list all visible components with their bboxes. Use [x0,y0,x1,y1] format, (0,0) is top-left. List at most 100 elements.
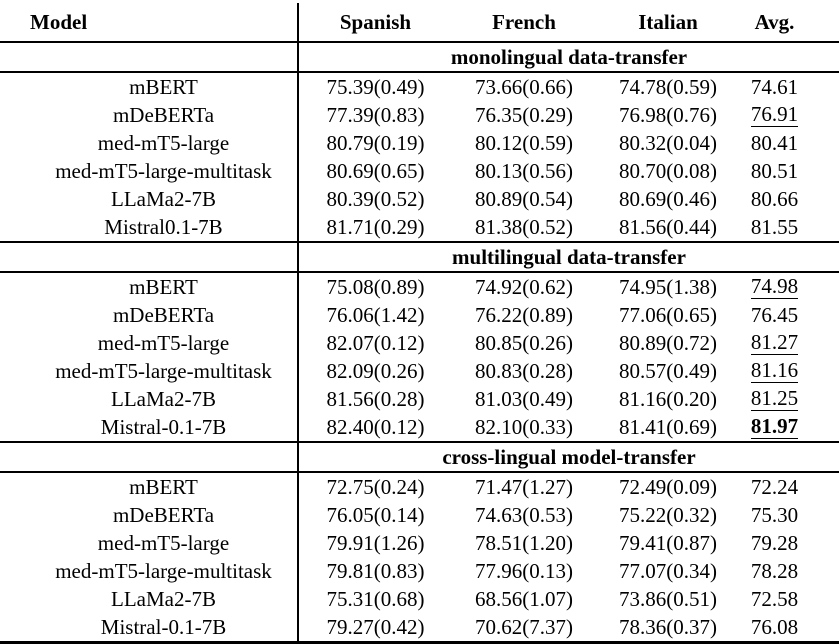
section-header-spacer [0,441,299,473]
spanish-cell: 80.39(0.52) [326,186,425,211]
avg-cell: 75.30 [740,501,839,529]
model-cell: LLaMa2-7B [0,185,299,213]
italian-cell: 80.70(0.08) [619,158,717,183]
french-cell: 70.62(7.37) [475,614,573,639]
spanish-cell: 75.08(0.89) [326,274,425,299]
spanish-cell: 81.71(0.29) [326,214,425,239]
french-cell: 76.22(0.89) [475,302,573,327]
italian-cell: 81.41(0.69) [619,414,717,439]
spanish-cell: 80.69(0.65) [326,158,425,183]
italian-cell: 81.16(0.20) [619,386,717,411]
model-cell: med-mT5-large-multitask [0,157,299,185]
avg-value: 79.28 [750,530,799,555]
spanish-cell: 80.79(0.19) [326,130,425,155]
table-row: mBERT 72.75(0.24) 71.47(1.27) 72.49(0.09) 72… [0,472,839,501]
french-cell: 80.89(0.54) [475,186,573,211]
results-table: Model Spanish French Italian Avg. monoli… [0,3,839,644]
header-row: Model Spanish French Italian Avg. [0,3,839,43]
avg-cell: 79.28 [740,529,839,557]
model-cell: LLaMa2-7B [0,585,299,613]
section-header-spacer [0,241,299,273]
french-cell: 73.66(0.66) [475,74,573,99]
avg-cell: 81.55 [740,213,839,242]
table-row: mBERT 75.39(0.49) 73.66(0.66) 74.78(0.59) 74… [0,72,839,101]
spanish-cell: 76.06(1.42) [326,302,425,327]
italian-cell: 77.06(0.65) [619,302,717,327]
column-header-model: Model [0,3,299,43]
table-row: LLaMa2-7B 81.56(0.28) 81.03(0.49) 81.16(0.2… [0,385,839,413]
table-row: med-mT5-large 79.91(1.26) 78.51(1.20) 79.41… [0,529,839,557]
section-header-row: cross-lingual model-transfer [0,441,839,473]
model-cell: Mistral0.1-7B [0,213,299,242]
avg-value: 81.55 [750,214,799,239]
table-row: med-mT5-large 82.07(0.12) 80.85(0.26) 80.89… [0,329,839,357]
italian-cell: 73.86(0.51) [619,586,717,611]
spanish-cell: 82.40(0.12) [326,414,425,439]
italian-cell: 76.98(0.76) [619,102,717,127]
avg-cell: 72.24 [740,472,839,501]
french-cell: 80.13(0.56) [475,158,573,183]
table-row: Mistral0.1-7B 81.71(0.29) 81.38(0.52) 81.56… [0,213,839,242]
avg-value: 74.61 [750,74,799,99]
french-cell: 81.03(0.49) [475,386,573,411]
spanish-cell: 79.91(1.26) [326,530,425,555]
spanish-cell: 77.39(0.83) [326,102,425,127]
italian-cell: 80.89(0.72) [619,330,717,355]
french-cell: 80.85(0.26) [475,330,573,355]
italian-cell: 74.78(0.59) [619,74,717,99]
model-cell: mBERT [0,272,299,301]
table-row: LLaMa2-7B 75.31(0.68) 68.56(1.07) 73.86(0.5… [0,585,839,613]
avg-value: 81.16 [750,357,799,383]
spanish-cell: 75.31(0.68) [326,586,425,611]
avg-value: 78.28 [750,558,799,583]
table-row: med-mT5-large-multitask 80.69(0.65) 80.13(… [0,157,839,185]
model-cell: med-mT5-large-multitask [0,557,299,585]
section-title: monolingual data-transfer [298,41,839,73]
section-header-row: monolingual data-transfer [0,41,839,73]
table-row: Mistral-0.1-7B 79.27(0.42) 70.62(7.37) 78.3… [0,613,839,643]
spanish-cell: 72.75(0.24) [326,474,425,499]
avg-value: 81.25 [750,385,799,411]
avg-cell: 76.91 [740,101,839,129]
avg-cell: 80.66 [740,185,839,213]
french-cell: 78.51(1.20) [475,530,573,555]
italian-cell: 79.41(0.87) [619,530,717,555]
section-header-spacer [0,41,299,73]
table-row: mDeBERTa 77.39(0.83) 76.35(0.29) 76.98(0.76… [0,101,839,129]
french-cell: 77.96(0.13) [475,558,573,583]
spanish-cell: 81.56(0.28) [326,386,425,411]
avg-value: 80.66 [750,186,799,211]
spanish-cell: 79.27(0.42) [326,614,425,639]
french-cell: 68.56(1.07) [475,586,573,611]
column-header-french: French [452,3,596,43]
section-title: cross-lingual model-transfer [298,441,839,473]
model-cell: Mistral-0.1-7B [0,613,299,643]
italian-cell: 78.36(0.37) [619,614,717,639]
italian-cell: 80.57(0.49) [619,358,717,383]
table-row: med-mT5-large 80.79(0.19) 80.12(0.59) 80.32… [0,129,839,157]
model-cell: LLaMa2-7B [0,385,299,413]
table-row: mBERT 75.08(0.89) 74.92(0.62) 74.95(1.38) 74… [0,272,839,301]
model-cell: med-mT5-large [0,529,299,557]
avg-value: 81.27 [750,329,799,355]
spanish-cell: 76.05(0.14) [326,502,425,527]
table-row: Mistral-0.1-7B 82.40(0.12) 82.10(0.33) 81.4… [0,413,839,442]
avg-value: 81.97 [750,413,799,439]
avg-cell: 81.25 [740,385,839,413]
table-row: mDeBERTa 76.05(0.14) 74.63(0.53) 75.22(0.32… [0,501,839,529]
column-header-spanish: Spanish [298,3,452,43]
french-cell: 74.63(0.53) [475,502,573,527]
avg-cell: 81.97 [740,413,839,442]
avg-cell: 72.58 [740,585,839,613]
spanish-cell: 82.07(0.12) [326,330,425,355]
french-cell: 81.38(0.52) [475,214,573,239]
model-cell: med-mT5-large-multitask [0,357,299,385]
model-cell: mDeBERTa [0,501,299,529]
avg-value: 80.51 [750,158,799,183]
table-row: med-mT5-large-multitask 82.09(0.26) 80.83(… [0,357,839,385]
italian-cell: 77.07(0.34) [619,558,717,583]
italian-cell: 74.95(1.38) [619,274,717,299]
french-cell: 80.12(0.59) [475,130,573,155]
italian-cell: 72.49(0.09) [619,474,717,499]
model-cell: mDeBERTa [0,301,299,329]
